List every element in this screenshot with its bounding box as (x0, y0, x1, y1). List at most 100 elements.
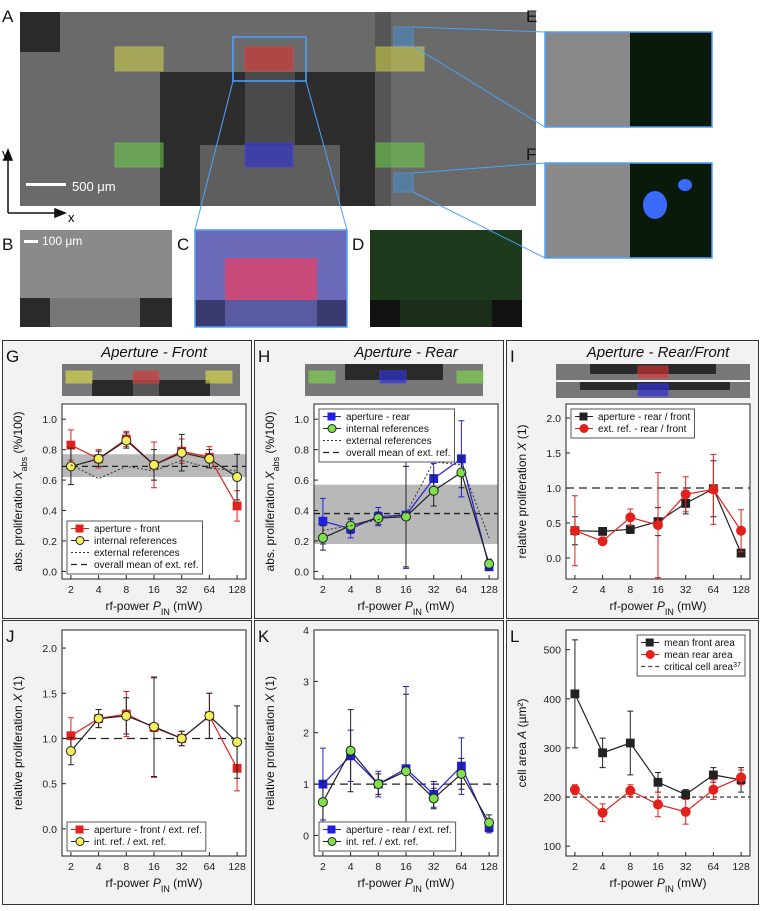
marker (708, 770, 718, 780)
y-tick-label: 400 (543, 694, 561, 706)
chart-title: Aperture - Rear (353, 344, 458, 361)
marker (176, 447, 187, 458)
panel-label: A (2, 7, 14, 26)
x-tick-label: 128 (480, 584, 498, 596)
y-tick-label: 0.8 (294, 445, 309, 457)
y-tick-label: 1.5 (42, 688, 57, 700)
legend-box (570, 408, 695, 439)
label-part: X (515, 441, 529, 451)
marker (149, 459, 159, 470)
label-part: abs (271, 456, 281, 471)
marker (65, 461, 76, 472)
plot-frame (313, 403, 499, 580)
marker (597, 536, 608, 547)
marker (176, 733, 187, 744)
legend-label: critical cell area37 (664, 662, 741, 674)
axis-x-label: x (68, 210, 75, 225)
y-tick-label: 0.0 (42, 824, 57, 836)
label-part: IN (665, 884, 674, 894)
y-tick-label: 0.6 (42, 475, 57, 487)
label-part: X (263, 693, 277, 703)
legend-marker (645, 638, 654, 647)
x-tick-label: 4 (348, 584, 354, 596)
legend-marker (327, 837, 337, 846)
label-part: IN (413, 884, 422, 894)
micrograph-b (20, 230, 172, 327)
legend-label: int. ref. / ext. ref. (346, 837, 418, 848)
plot-frame (61, 403, 247, 580)
x-tick-label: 128 (228, 861, 246, 873)
label-part: X (11, 693, 25, 703)
x-tick-label: 64 (456, 584, 468, 596)
marker (401, 511, 411, 522)
micrograph-f (412, 162, 713, 259)
x-tick-label: 8 (627, 861, 633, 873)
marker (708, 784, 719, 795)
label-part: rf-power (357, 599, 404, 613)
marker (680, 806, 691, 817)
marker (598, 748, 608, 758)
marker (317, 532, 328, 543)
y-tick-label: 1.0 (42, 733, 57, 745)
marker (318, 516, 328, 526)
marker (625, 512, 636, 523)
marker (680, 489, 691, 500)
y-tick-label: 500 (543, 645, 561, 657)
x-tick-label: 64 (456, 861, 468, 873)
x-tick-label: 16 (652, 861, 664, 873)
x-tick-label: 4 (600, 584, 606, 596)
legend-label: internal references (346, 424, 429, 435)
marker (401, 766, 411, 777)
label-part: A (515, 731, 529, 740)
x-tick-label: 32 (428, 861, 440, 873)
panel-label: H (258, 347, 270, 366)
micrograph-e (412, 26, 713, 128)
marker (681, 790, 691, 799)
y-tick-label: 300 (543, 743, 561, 755)
label-part: P (405, 599, 413, 613)
legend-marker (75, 536, 85, 545)
plot-frame (565, 403, 751, 580)
label-part: (µm²) (515, 699, 529, 731)
marker (598, 527, 608, 536)
x-tick-label: 4 (600, 861, 606, 873)
label-part: (%/100) (11, 412, 25, 457)
legend-label: mean front area (664, 638, 735, 649)
marker (373, 779, 384, 790)
label-part: P (153, 876, 161, 890)
y-tick-label: 0.0 (546, 553, 561, 565)
x-tick-label: 16 (400, 584, 412, 596)
legend-box (636, 634, 746, 677)
x-tick-label: 2 (572, 584, 578, 596)
marker (653, 520, 663, 531)
legend-label: aperture - rear (346, 412, 411, 423)
marker (93, 453, 104, 464)
chart-panel: L 100 200 300 400 500 2 4 8 16 32 64 128 rf-power PIN… (510, 627, 751, 894)
legend-marker (75, 825, 84, 834)
label-part: (%/100) (263, 412, 277, 457)
y-tick-label: 1.0 (294, 414, 309, 426)
y-tick-label: 0.8 (42, 445, 57, 457)
y-tick-label: 1.5 (546, 448, 561, 460)
y-axis-label: cell area A (µm²) (515, 699, 529, 788)
y-tick-label: 3 (303, 676, 309, 688)
x-tick-label: 128 (228, 584, 246, 596)
legend-marker (579, 412, 588, 421)
y-tick-label: 200 (543, 792, 561, 804)
label-part: (mW) (422, 599, 455, 613)
legend-label: aperture - front / ext. ref. (94, 825, 202, 836)
legend-marker (75, 837, 85, 846)
plot-frame (313, 629, 499, 857)
x-tick-label: 128 (480, 861, 498, 873)
legend-label: external references (94, 548, 180, 559)
label-part: IN (665, 607, 674, 617)
label-part: P (657, 599, 665, 613)
y-axis-label: relative proliferation X (1) (515, 424, 529, 558)
marker (428, 793, 439, 804)
legend-box (318, 821, 457, 852)
y-tick-label: 2.0 (42, 643, 57, 655)
legend-marker (327, 424, 337, 433)
legend-label: aperture - front (94, 524, 160, 535)
